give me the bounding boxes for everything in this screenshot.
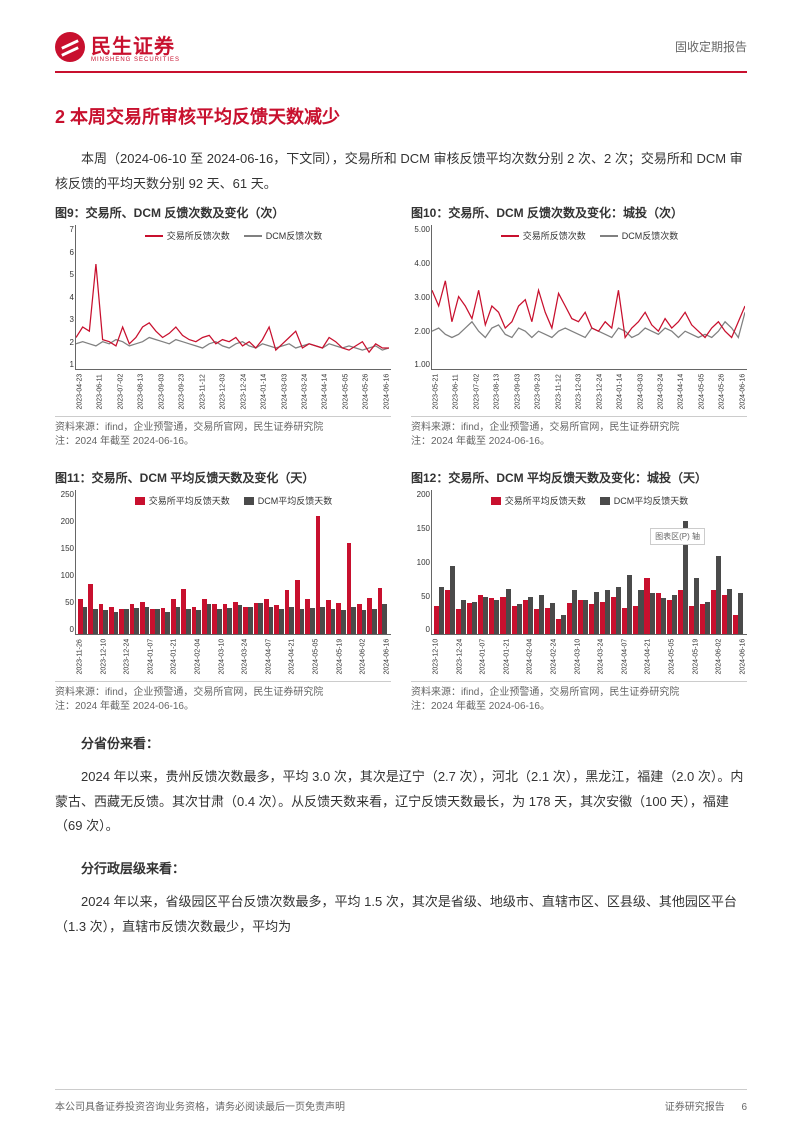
logo: 民生证券 MINSHENG SECURITIES: [55, 30, 180, 63]
footer-right: 证券研究报告: [665, 1102, 725, 1113]
logo-text-cn: 民生证券: [91, 30, 180, 59]
intro-paragraph: 本周（2024-06-10 至 2024-06-16，下文同），交易所和 DCM…: [55, 147, 747, 196]
fig10-title: 图10：交易所、DCM 反馈次数及变化：城投（次）: [411, 204, 747, 221]
logo-icon: [55, 32, 85, 62]
logo-text-en: MINSHENG SECURITIES: [91, 57, 180, 63]
admin-heading: 分行政层级来看：: [55, 857, 747, 882]
fig9-title: 图9：交易所、DCM 反馈次数及变化（次）: [55, 204, 391, 221]
province-heading: 分省份来看：: [55, 732, 747, 757]
page-number: 6: [741, 1102, 747, 1113]
footer-left: 本公司具备证券投资咨询业务资格，请务必阅读最后一页免责声明: [55, 1098, 345, 1113]
province-paragraph: 2024 年以来，贵州反馈次数最多，平均 3.0 次，其次是辽宁（2.7 次），…: [55, 765, 747, 839]
admin-paragraph: 2024 年以来，省级园区平台反馈次数最多，平均 1.5 次，其次是省级、地级市…: [55, 890, 747, 939]
fig11-source: 资料来源：ifind，企业预警通，交易所官网，民生证券研究院 注：2024 年截…: [55, 681, 391, 714]
fig12-tooltip: 图表区(P) 轴: [650, 528, 705, 545]
fig9-source: 资料来源：ifind，企业预警通，交易所官网，民生证券研究院 注：2024 年截…: [55, 416, 391, 449]
report-type: 固收定期报告: [675, 38, 747, 55]
fig12-legend-1: DCM平均反馈天数: [614, 494, 689, 507]
figure-12: 图12：交易所、DCM 平均反馈天数及变化：城投（天） 交易所平均反馈天数 DC…: [411, 469, 747, 714]
section-title: 2 本周交易所审核平均反馈天数减少: [55, 103, 747, 129]
figure-11: 图11：交易所、DCM 平均反馈天数及变化（天） 交易所平均反馈天数 DCM平均…: [55, 469, 391, 714]
fig12-source: 资料来源：ifind，企业预警通，交易所官网，民生证券研究院 注：2024 年截…: [411, 681, 747, 714]
fig12-legend-0: 交易所平均反馈天数: [505, 494, 586, 507]
fig11-title: 图11：交易所、DCM 平均反馈天数及变化（天）: [55, 469, 391, 486]
figure-9: 图9：交易所、DCM 反馈次数及变化（次） 交易所反馈次数 DCM反馈次数 76…: [55, 204, 391, 449]
fig10-source: 资料来源：ifind，企业预警通，交易所官网，民生证券研究院 注：2024 年截…: [411, 416, 747, 449]
fig9-legend-0: 交易所反馈次数: [167, 229, 230, 242]
fig12-title: 图12：交易所、DCM 平均反馈天数及变化：城投（天）: [411, 469, 747, 486]
fig10-legend-0: 交易所反馈次数: [523, 229, 586, 242]
fig10-legend-1: DCM反馈次数: [622, 229, 679, 242]
page-footer: 本公司具备证券投资咨询业务资格，请务必阅读最后一页免责声明 证券研究报告 6: [55, 1089, 747, 1113]
figure-10: 图10：交易所、DCM 反馈次数及变化：城投（次） 交易所反馈次数 DCM反馈次…: [411, 204, 747, 449]
fig11-legend-1: DCM平均反馈天数: [258, 494, 333, 507]
fig9-legend-1: DCM反馈次数: [266, 229, 323, 242]
fig11-legend-0: 交易所平均反馈天数: [149, 494, 230, 507]
page-header: 民生证券 MINSHENG SECURITIES 固收定期报告: [55, 30, 747, 73]
